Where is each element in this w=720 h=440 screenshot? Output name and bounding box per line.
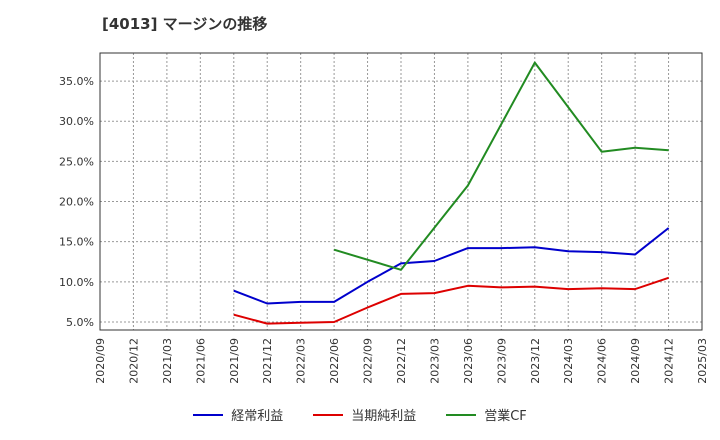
x-tick-label: 2022/06 xyxy=(328,338,341,384)
x-tick-label: 2020/12 xyxy=(127,338,140,384)
x-tick-label: 2024/12 xyxy=(663,338,676,384)
legend-item-net-profit: 当期純利益 xyxy=(313,405,416,424)
series-line-0 xyxy=(233,227,670,305)
legend-label-operating-cf: 営業CF xyxy=(484,409,527,424)
y-tick-label: 25.0% xyxy=(59,155,94,168)
x-tick-label: 2020/09 xyxy=(94,338,107,384)
x-tick-label: 2025/03 xyxy=(696,338,709,384)
x-tick-label: 2023/03 xyxy=(428,338,441,384)
x-tick-label: 2023/09 xyxy=(495,338,508,384)
x-axis-ticks: 2020/09 2020/12 2021/03 2021/06 2021/09 2021/… xyxy=(94,338,709,384)
x-tick-label: 2021/03 xyxy=(161,338,174,384)
legend-label-net-profit: 当期純利益 xyxy=(351,409,417,424)
chart-title: [4013] マージンの推移 xyxy=(102,15,268,33)
legend-swatch-ordinary-profit xyxy=(193,413,224,416)
legend-item-ordinary-profit: 経常利益 xyxy=(193,405,283,424)
y-tick-label: 5.0% xyxy=(66,316,94,329)
x-tick-label: 2023/12 xyxy=(529,338,542,384)
x-tick-label: 2024/06 xyxy=(596,338,609,384)
x-tick-label: 2022/09 xyxy=(362,338,375,384)
x-tick-label: 2023/06 xyxy=(462,338,475,384)
plot-area-border xyxy=(99,52,703,331)
x-tick-label: 2024/09 xyxy=(629,338,642,384)
legend-item-operating-cf: 営業CF xyxy=(446,405,527,424)
y-tick-label: 20.0% xyxy=(59,196,94,209)
y-axis-ticks: 5.0% 10.0% 15.0% 20.0% 25.0% 30.0% 35.0% xyxy=(59,75,94,329)
legend-swatch-operating-cf xyxy=(446,413,477,416)
x-tick-label: 2022/03 xyxy=(295,338,308,384)
x-tick-label: 2024/03 xyxy=(562,338,575,384)
x-tick-label: 2021/06 xyxy=(194,338,207,384)
y-tick-label: 10.0% xyxy=(59,276,94,289)
legend-label-ordinary-profit: 経常利益 xyxy=(231,409,284,424)
x-tick-label: 2021/09 xyxy=(228,338,241,384)
y-tick-label: 35.0% xyxy=(59,75,94,88)
legend: 経常利益 当期純利益 営業CF xyxy=(0,405,720,424)
series-line-2 xyxy=(333,61,669,271)
grid-lines xyxy=(100,53,702,330)
x-tick-label: 2021/12 xyxy=(261,338,274,384)
y-tick-label: 30.0% xyxy=(59,115,94,128)
series-lines xyxy=(233,61,670,325)
y-tick-label: 15.0% xyxy=(59,236,94,249)
legend-swatch-net-profit xyxy=(313,413,344,416)
series-line-1 xyxy=(233,276,669,325)
x-tick-label: 2022/12 xyxy=(395,338,408,384)
